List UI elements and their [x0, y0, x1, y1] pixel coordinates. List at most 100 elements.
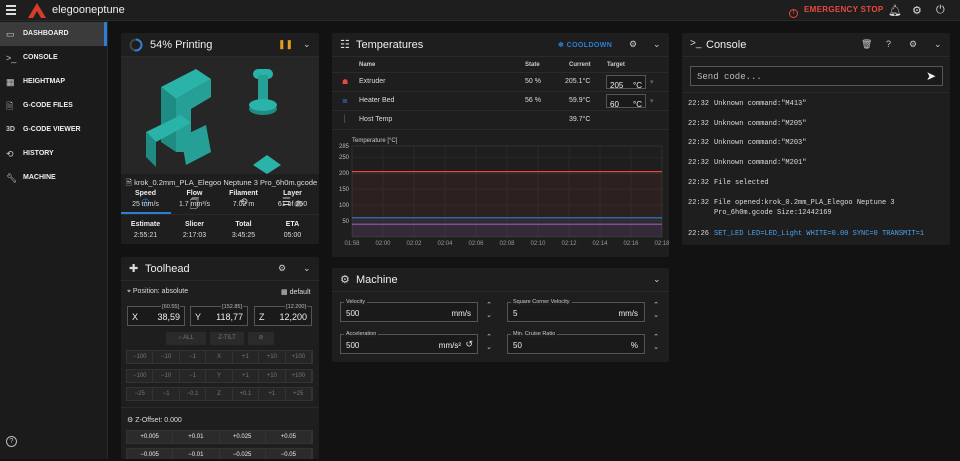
jog-z-button-6[interactable]: +25: [285, 388, 312, 400]
target-value: 60: [610, 100, 619, 109]
home-all-button[interactable]: ⌂ ALL: [166, 332, 206, 345]
zoffset-up-button-2[interactable]: +0.025: [219, 431, 266, 443]
jog-y-button-4[interactable]: +1: [232, 370, 260, 382]
estop-label: EMERGENCY STOP: [804, 5, 884, 14]
bed-target-input[interactable]: 60 °C: [606, 94, 646, 109]
jog-z-button-2[interactable]: −0.1: [179, 388, 207, 400]
zoffset-down-button-1[interactable]: −0.01: [173, 449, 220, 459]
help-icon[interactable]: ?: [6, 436, 17, 447]
zoffset-up-button-1[interactable]: +0.01: [173, 431, 220, 443]
extruder-target-input[interactable]: 205 °C: [606, 75, 646, 90]
jog-x-button-0[interactable]: −100: [127, 351, 154, 363]
series-area-extruder: [352, 171, 662, 237]
console-line: 22:32 Unknown command:"M201": [688, 159, 806, 167]
sidebar-item-gcode-files[interactable]: 🗎︎ G-CODE FILES: [0, 94, 107, 118]
jog-x-button-4[interactable]: +1: [232, 351, 260, 363]
sidebar-item-history[interactable]: ⟲ HISTORY: [0, 142, 107, 166]
nav-label: DASHBOARD: [23, 30, 69, 37]
snowflake-icon: ❄: [558, 42, 567, 49]
velocity-stepper[interactable]: ⌃ ⌄: [486, 302, 492, 319]
stat-label: ETA: [285, 221, 300, 228]
settings-icon[interactable]: ⚙: [278, 263, 287, 273]
tab-status-history[interactable]: ⟲: [239, 197, 248, 208]
dashboard-icon: ▭: [6, 29, 15, 39]
sidebar-item-gcode-viewer[interactable]: 3D G-CODE VIEWER: [0, 118, 107, 142]
chevron-down-icon[interactable]: ⌄: [653, 274, 661, 284]
jog-y-button-5[interactable]: +10: [259, 370, 286, 382]
chevron-down-icon[interactable]: ⌄: [303, 39, 311, 49]
x-tick-label: 02:00: [375, 241, 391, 247]
zoffset-up-button-0[interactable]: +0.005: [127, 431, 174, 443]
x-tick-label: 02:10: [530, 241, 546, 247]
jog-x-button-3[interactable]: X: [206, 351, 233, 363]
dropdown-icon[interactable]: ▾: [650, 98, 654, 105]
trash-icon[interactable]: 🗑︎: [861, 39, 873, 49]
sidebar-item-machine[interactable]: 🔧︎ MACHINE: [0, 166, 107, 190]
jog-x-button-5[interactable]: +10: [259, 351, 286, 363]
acceleration-stepper[interactable]: ⌃ ⌄: [486, 334, 492, 351]
sidebar-item-dashboard[interactable]: ▭ DASHBOARD: [0, 22, 107, 46]
tab-status-queue[interactable]: ☰ 0: [268, 197, 317, 208]
jog-x-button-6[interactable]: +100: [285, 351, 312, 363]
x-tick-label: 02:06: [468, 241, 484, 247]
jog-x-button-1[interactable]: −10: [153, 351, 180, 363]
jog-x-button-2[interactable]: −1: [179, 351, 207, 363]
send-icon[interactable]: ➤: [925, 69, 936, 83]
jog-z-button-0[interactable]: −25: [127, 388, 154, 400]
zoffset-up-button-3[interactable]: +0.05: [265, 431, 312, 443]
y-position-field[interactable]: Y [152.85] 118,77: [190, 304, 248, 326]
settings-icon[interactable]: ⚙: [629, 39, 638, 49]
z-position-field[interactable]: Z [12.200] 12,200: [254, 304, 312, 326]
motors-off-button[interactable]: ⊘: [248, 332, 274, 345]
reset-icon[interactable]: ↺: [465, 339, 473, 349]
power-icon[interactable]: ⏻: [936, 4, 945, 16]
jog-z-button-3[interactable]: Z: [206, 388, 233, 400]
target-value: 205: [610, 81, 624, 90]
status-tabs: ◷ 🗍︎ ⟲ ☰ 0: [121, 191, 319, 215]
zoffset-down-button-0[interactable]: −0.005: [127, 449, 174, 459]
bell-icon[interactable]: 🔔︎: [888, 5, 902, 17]
help-icon[interactable]: ?: [886, 39, 892, 49]
tab-status-speed[interactable]: ◷: [141, 197, 150, 208]
machine-title: Machine: [356, 274, 398, 286]
col-target: Target: [607, 62, 625, 68]
stat-slicer: Slicer 2:17:03: [170, 221, 219, 239]
send-code-input[interactable]: Send code... ➤: [690, 66, 943, 86]
acceleration-field[interactable]: Acceleration 500 mm/s² ↺: [340, 331, 478, 354]
dropdown-icon[interactable]: ▾: [650, 79, 654, 86]
settings-icon[interactable]: ⚙: [909, 39, 918, 49]
emergency-stop-button[interactable]: ! EMERGENCY STOP: [789, 5, 883, 18]
file-icon: 🗎︎: [126, 178, 135, 187]
scv-field[interactable]: Square Corner Velocity 5 mm/s: [507, 299, 645, 322]
x-position-field[interactable]: X [60.55] 38,59: [127, 304, 185, 326]
z-offset: ⚙ Z-Offset: 0.000: [127, 416, 182, 424]
profile-selector[interactable]: ▦ default: [281, 288, 311, 296]
sidebar-item-heightmap[interactable]: ▦ HEIGHTMAP: [0, 70, 107, 94]
settings-icon[interactable]: ⚙: [912, 5, 922, 17]
chevron-down-icon[interactable]: ⌄: [653, 39, 661, 49]
cooldown-button[interactable]: ❄ COOLDOWN: [558, 41, 612, 49]
jog-y-button-2[interactable]: −1: [179, 370, 207, 382]
tab-status-files[interactable]: 🗍︎: [189, 199, 200, 210]
z-tilt-button[interactable]: Z-TILT: [210, 332, 244, 345]
jog-y-button-0[interactable]: −100: [127, 370, 154, 382]
jog-z-button-1[interactable]: −1: [153, 388, 180, 400]
sidebar-item-console[interactable]: >_ CONSOLE: [0, 46, 107, 70]
cruise-ratio-stepper[interactable]: ⌃ ⌄: [653, 334, 659, 351]
zoffset-down-button-3[interactable]: −0.05: [265, 449, 312, 459]
jog-y-button-6[interactable]: +100: [285, 370, 312, 382]
temps-title: Temperatures: [356, 39, 424, 51]
jog-z-button-4[interactable]: +0.1: [232, 388, 260, 400]
cruise-ratio-field[interactable]: Min. Cruise Ratio 50%: [507, 331, 645, 354]
chevron-down-icon[interactable]: ⌄: [934, 39, 942, 49]
jog-z-button-5[interactable]: +1: [259, 388, 286, 400]
jog-y-button-3[interactable]: Y: [206, 370, 233, 382]
stat-label: Estimate: [130, 221, 161, 228]
chevron-down-icon[interactable]: ⌄: [303, 263, 311, 273]
pause-icon[interactable]: ❚❚: [278, 39, 294, 49]
velocity-field[interactable]: Velocity 500 mm/s: [340, 299, 478, 322]
menu-icon[interactable]: [6, 5, 16, 15]
jog-y-button-1[interactable]: −10: [153, 370, 180, 382]
zoffset-down-button-2[interactable]: −0.025: [219, 449, 266, 459]
scv-stepper[interactable]: ⌃ ⌄: [653, 302, 659, 319]
